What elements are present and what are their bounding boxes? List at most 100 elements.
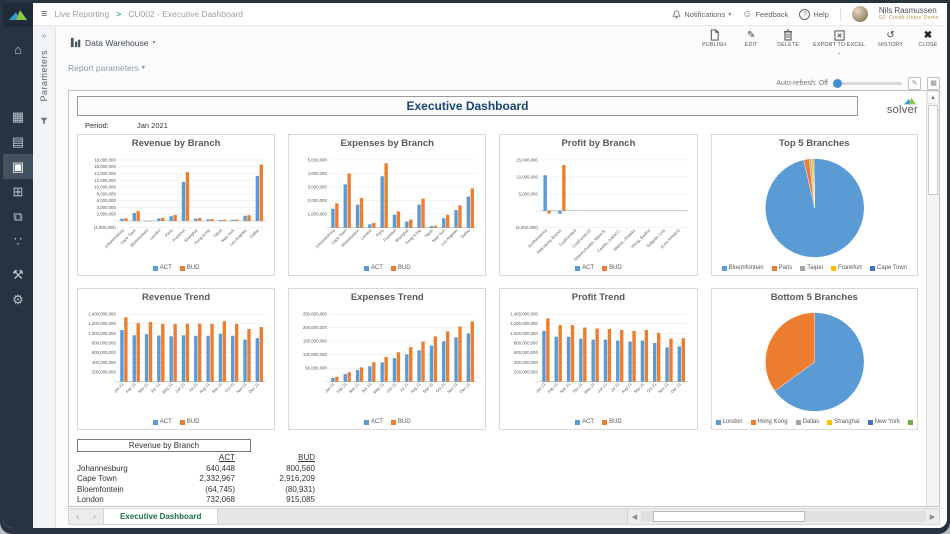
svg-text:Apr 21: Apr 21	[361, 381, 373, 393]
svg-text:Jul 21: Jul 21	[398, 381, 410, 393]
history-button[interactable]: ↺ HISTORY	[878, 29, 903, 49]
svg-text:May 21: May 21	[583, 381, 596, 394]
sheet-tab-executive-dashboard[interactable]: Executive Dashboard	[103, 509, 219, 524]
sidebar-item-reporting[interactable]: ▣	[3, 154, 33, 179]
sidebar-item-home[interactable]: ⌂	[3, 37, 33, 62]
grid-view-icon[interactable]: ▦	[927, 76, 940, 90]
user-menu[interactable]: Nils Rasmussen 02. Credit Union Demo	[879, 6, 939, 22]
svg-text:18,000,000: 18,000,000	[94, 157, 116, 162]
legend-item: BUD	[602, 419, 622, 425]
delete-button[interactable]: DELETE	[776, 29, 800, 48]
legend-swatch	[575, 265, 581, 271]
legend-item: ACT	[363, 265, 383, 271]
svg-text:1,000,000: 1,000,000	[308, 212, 328, 217]
menu-icon[interactable]: ≡	[41, 8, 48, 20]
sidebar-item-tasks[interactable]: ▤	[3, 129, 33, 154]
notifications-button[interactable]: Notifications ▾	[672, 9, 731, 20]
table-row: London 732,068 915,085	[77, 495, 322, 506]
export-label: EXPORT TO EXCEL	[813, 42, 866, 48]
sidebar-item-documents[interactable]: ⧉	[3, 204, 33, 229]
vertical-scrollbar[interactable]: ▲	[926, 91, 939, 506]
report-viewport: Executive Dashboard solver Period:	[68, 90, 940, 507]
profit-by-branch-chart: (5,000,000) - 5,000,000 10,000,000 15,000,00…	[516, 157, 688, 262]
export-to-excel-button[interactable]: EXPORT TO EXCEL ⌄	[813, 29, 865, 56]
svg-text:London: London	[360, 228, 373, 241]
svg-text:150,000,000: 150,000,000	[303, 339, 328, 344]
breadcrumb-section[interactable]: Live Reporting	[54, 9, 110, 19]
feedback-button[interactable]: ☺ Feedback	[742, 9, 788, 19]
topbar-right: Notifications ▾ ☺ Feedback ? Help Nils R…	[672, 6, 939, 22]
svg-text:Sep 21: Sep 21	[422, 381, 435, 394]
chart-card-top5-branches: Top 5 Branches Bloemfontein Paris Taipei Fr…	[710, 134, 918, 276]
avatar[interactable]	[851, 6, 868, 22]
legend-item: ACT	[152, 265, 172, 271]
table-col-bud: BUD	[298, 453, 315, 462]
period-value[interactable]: Jan 2021	[137, 121, 168, 130]
publish-button[interactable]: PUBLISH	[702, 29, 726, 48]
row-bud: (80,931)	[285, 484, 315, 494]
row-label: London	[77, 495, 104, 504]
svg-text:Dallas: Dallas	[249, 228, 260, 239]
svg-text:-: -	[537, 379, 539, 384]
gear-icon: ⚙	[12, 291, 24, 307]
sidebar-item-tools[interactable]: ⚒	[3, 262, 33, 287]
slider-knob[interactable]	[833, 78, 842, 88]
help-button[interactable]: ? Help	[799, 8, 829, 20]
revenue-trend-chart: - 200,000,000 400,000,000 600,000,000 800,00…	[88, 311, 266, 395]
svg-text:5,000,000: 5,000,000	[308, 157, 328, 162]
sidebar-item-budgeting[interactable]: ⊞	[3, 179, 33, 204]
sidebar-item-dashboards[interactable]: ▦	[3, 104, 33, 129]
svg-text:200,000,000: 200,000,000	[92, 370, 117, 375]
legend-item: BUD	[179, 419, 199, 425]
sheet-next-button[interactable]: ›	[93, 512, 96, 521]
table-row: Bloemfontein (64,745) (80,931)	[77, 485, 322, 496]
svg-text:14,000,000: 14,000,000	[94, 171, 116, 176]
svg-text:Jul 21: Jul 21	[187, 381, 199, 393]
vertical-scroll-thumb[interactable]	[928, 105, 938, 195]
home-icon: ⌂	[14, 42, 22, 57]
sidebar-item-settings[interactable]: ⚙	[3, 287, 33, 312]
horizontal-scroll-thumb[interactable]	[653, 511, 805, 522]
publish-label: PUBLISH	[702, 42, 727, 48]
legend-swatch	[363, 265, 369, 271]
hscroll-left-icon[interactable]: ◀	[631, 513, 638, 521]
legend-swatch	[179, 419, 185, 425]
chart-legend: ACT BUD	[293, 263, 481, 273]
trash-icon	[783, 29, 793, 41]
breadcrumb-separator: >	[116, 9, 122, 19]
report-parameters-toggle[interactable]: Report parameters ▾	[68, 63, 145, 73]
svg-text:12,000,000: 12,000,000	[94, 178, 116, 183]
legend-swatch	[390, 265, 396, 271]
svg-text:1,000,000,000: 1,000,000,000	[88, 331, 116, 336]
chart-card-profit-by-branch: Profit by Branch (5,000,000) - 5,000,000 10…	[499, 134, 698, 276]
chevron-down-icon: ⌄	[836, 50, 842, 56]
svg-text:Jun 21: Jun 21	[174, 381, 187, 394]
table-row: Johannesburg 640,448 800,560	[77, 464, 322, 475]
notifications-label: Notifications	[684, 9, 726, 19]
scroll-up-icon[interactable]: ▲	[927, 91, 939, 104]
edit-button[interactable]: ✎ EDIT	[739, 29, 763, 49]
chart-legend: ACT BUD	[82, 417, 270, 427]
bell-icon	[672, 9, 681, 18]
auto-refresh-slider[interactable]	[833, 78, 902, 88]
expenses-trend-chart: - 50,000,000 100,000,000 150,000,000 200,000…	[303, 311, 477, 395]
horizontal-scrollbar[interactable]	[641, 511, 926, 522]
close-icon: ✖	[923, 29, 933, 41]
parameters-panel[interactable]: » Parameters	[33, 26, 56, 528]
edit-view-icon[interactable]: ✎	[908, 76, 921, 90]
datasource-selector[interactable]: Data Warehouse ▾	[70, 37, 155, 48]
svg-text:6,000,000: 6,000,000	[97, 198, 117, 203]
chart-title: Expenses by Branch	[340, 138, 434, 149]
close-button[interactable]: ✖ CLOSE	[916, 29, 940, 49]
toolbar: Data Warehouse ▾ PUBLISH ✎ EDIT	[68, 26, 940, 59]
hscroll-right-icon[interactable]: ▶	[929, 513, 936, 521]
sidebar-item-collaboration[interactable]: ∵	[3, 229, 33, 254]
solver-logo[interactable]	[3, 3, 33, 27]
sidebar: ⌂ ▦ ▤ ▣ ⊞ ⧉ ∵ ⚒ ⚙	[3, 3, 33, 528]
svg-text:(5,000,000): (5,000,000)	[516, 225, 539, 230]
body: » Parameters Data Warehouse ▾	[33, 26, 947, 528]
svg-text:Feb 21: Feb 21	[125, 381, 138, 394]
expand-icon[interactable]: »	[41, 31, 47, 40]
sheet-prev-button[interactable]: ‹	[76, 512, 79, 521]
